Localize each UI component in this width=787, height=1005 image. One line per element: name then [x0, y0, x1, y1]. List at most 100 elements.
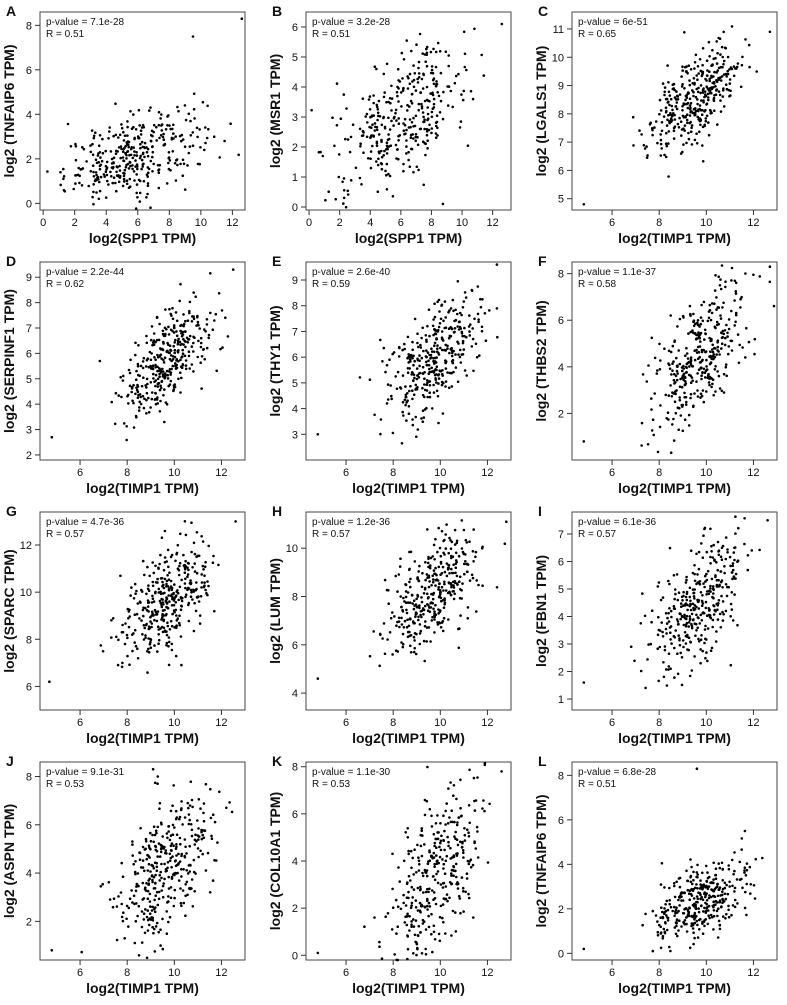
data-point [417, 76, 421, 79]
data-point [437, 94, 441, 98]
data-point [391, 431, 395, 435]
data-point [709, 584, 712, 588]
data-point [701, 73, 704, 76]
data-point [412, 373, 416, 377]
data-point [153, 898, 156, 902]
data-point [417, 856, 420, 859]
x-tick-label: 2 [337, 217, 343, 229]
data-point [719, 626, 723, 629]
data-point [145, 592, 148, 596]
data-point [693, 61, 697, 64]
data-point [730, 266, 734, 270]
data-point [696, 90, 700, 94]
data-point [157, 633, 160, 636]
data-point [195, 581, 198, 584]
data-point [92, 136, 96, 140]
data-point [97, 197, 101, 201]
data-point [721, 586, 724, 589]
data-point [699, 917, 702, 921]
data-point [415, 367, 419, 370]
data-point [672, 137, 676, 140]
data-point [459, 588, 462, 591]
data-point [690, 624, 694, 628]
data-point [149, 159, 153, 163]
data-point [184, 883, 187, 886]
data-point [420, 102, 423, 106]
panel-letter: K [272, 753, 282, 769]
data-point [426, 147, 429, 150]
data-point [437, 382, 440, 385]
data-point [426, 351, 430, 354]
data-point [401, 348, 404, 352]
data-point [406, 827, 410, 830]
data-point [428, 391, 432, 395]
data-point [144, 623, 148, 627]
data-point [202, 348, 205, 351]
data-point [441, 412, 445, 415]
data-point [166, 836, 169, 840]
data-point [155, 139, 158, 142]
data-point [711, 348, 714, 351]
data-point [127, 925, 130, 928]
x-tick-label: 8 [166, 217, 172, 229]
data-point [631, 115, 635, 119]
data-point [710, 111, 713, 115]
data-point [712, 604, 716, 608]
data-point [310, 108, 313, 112]
x-tick-label: 10 [434, 717, 446, 729]
data-point [151, 597, 155, 600]
data-point [472, 528, 476, 531]
data-point [761, 856, 764, 860]
data-point [412, 170, 415, 174]
data-point [465, 872, 469, 875]
data-point [201, 833, 204, 837]
x-axis-label: log2(TIMP1 TPM) [86, 980, 199, 996]
y-tick-label: 8 [558, 770, 564, 782]
data-point [668, 626, 672, 629]
data-point [719, 99, 722, 102]
data-point [50, 949, 54, 952]
data-point [134, 392, 137, 396]
data-point [397, 122, 401, 125]
data-point [701, 371, 704, 375]
data-point [718, 583, 721, 587]
data-point [397, 100, 400, 103]
data-point [145, 391, 149, 395]
data-point [666, 919, 670, 922]
data-point [461, 550, 465, 554]
data-point [444, 932, 447, 935]
data-point [705, 593, 708, 596]
data-point [682, 376, 685, 379]
data-point [436, 831, 439, 834]
data-point [203, 829, 206, 832]
data-point [416, 81, 420, 84]
data-point [211, 328, 215, 332]
data-point [181, 889, 185, 892]
data-point [133, 150, 136, 153]
data-point [99, 175, 103, 179]
data-point [421, 607, 425, 610]
data-point [667, 668, 670, 671]
data-point [433, 332, 437, 335]
data-point [692, 319, 696, 323]
data-point [676, 325, 679, 328]
data-point [191, 131, 195, 134]
data-point [368, 108, 372, 111]
data-point [715, 630, 718, 633]
data-point [427, 128, 431, 132]
data-point [468, 821, 472, 825]
data-point [413, 124, 417, 128]
data-point [681, 109, 684, 112]
data-point [408, 118, 412, 121]
data-point [451, 820, 454, 824]
data-point [703, 328, 707, 332]
data-point [768, 30, 772, 34]
data-point [641, 923, 644, 927]
data-point [403, 619, 407, 623]
data-point [154, 882, 157, 885]
data-point [728, 82, 732, 85]
data-point [661, 934, 665, 938]
data-point [187, 151, 191, 155]
data-point [661, 635, 665, 638]
data-point [709, 350, 712, 354]
